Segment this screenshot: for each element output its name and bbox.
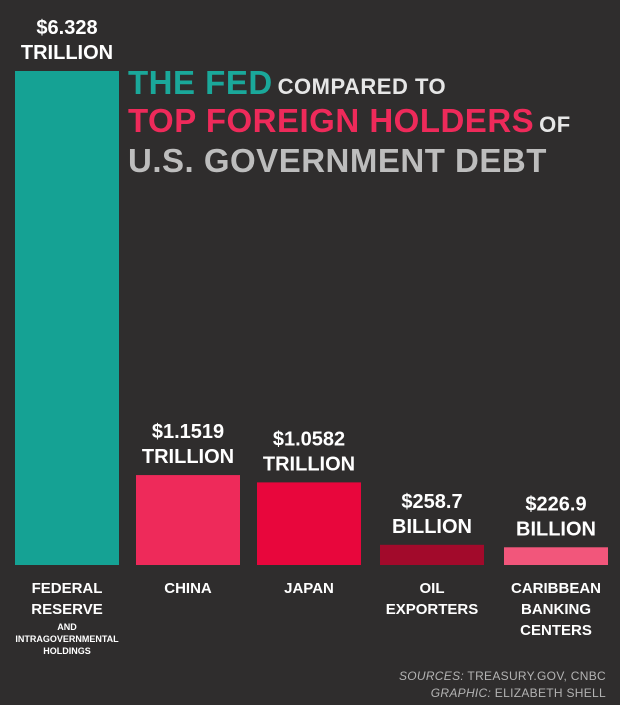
graphic-text: ELIZABETH SHELL <box>491 686 606 700</box>
title-fed: THE FED <box>128 64 273 101</box>
sources-lead: SOURCES: <box>398 669 465 683</box>
sources-text: TREASURY.GOV, CNBC <box>464 669 606 683</box>
category-sublabel: HOLDINGS <box>43 646 91 656</box>
title-top-foreign-holders: TOP FOREIGN HOLDERS <box>128 102 535 139</box>
graphic-line: GRAPHIC: ELIZABETH SHELL <box>399 685 606 702</box>
bar-1 <box>15 71 119 565</box>
title-compared-to: COMPARED TO <box>277 74 447 99</box>
category-label: FEDERAL <box>32 580 103 597</box>
category-label: OIL <box>420 580 445 597</box>
value-labels-group: $6.328 TRILLION $1.1519 TRILLION $1.0582 TRIL… <box>21 17 596 540</box>
value-label: TRILLION <box>142 446 234 468</box>
sources-line: SOURCES: TREASURY.GOV, CNBC <box>399 668 606 685</box>
value-label: TRILLION <box>21 42 113 64</box>
category-label: JAPAN <box>284 580 334 597</box>
title-us-government-debt: U.S. GOVERNMENT DEBT <box>128 142 547 179</box>
category-sublabel: AND <box>57 622 77 632</box>
value-label: TRILLION <box>263 453 355 475</box>
bars-group <box>15 71 608 565</box>
bar-4 <box>380 544 484 565</box>
value-label: BILLION <box>392 516 472 538</box>
bar-5 <box>504 547 608 565</box>
category-label: RESERVE <box>31 601 102 618</box>
value-label: $258.7 <box>401 491 462 513</box>
value-label: BILLION <box>516 518 596 540</box>
title-of: OF <box>539 112 571 137</box>
chart-title: THE FED COMPARED TO TOP FOREIGN HOLDERS … <box>128 66 608 182</box>
category-labels-group: FEDERAL RESERVE AND INTRAGOVERNMENTAL HOLDIN… <box>15 580 601 656</box>
value-label: $1.0582 <box>273 428 345 450</box>
value-label: $226.9 <box>525 493 586 515</box>
category-label: EXPORTERS <box>386 601 479 618</box>
category-sublabel: INTRAGOVERNMENTAL <box>15 634 119 644</box>
bar-3 <box>257 482 361 565</box>
value-label: $6.328 <box>36 17 97 39</box>
category-label: CENTERS <box>520 622 592 639</box>
bar-2 <box>136 475 240 565</box>
category-label: BANKING <box>521 601 591 618</box>
graphic-lead: GRAPHIC: <box>430 686 492 700</box>
value-label: $1.1519 <box>152 421 224 443</box>
category-label: CARIBBEAN <box>511 580 601 597</box>
category-label: CHINA <box>164 580 212 597</box>
credits: SOURCES: TREASURY.GOV, CNBC GRAPHIC: ELI… <box>399 668 606 702</box>
